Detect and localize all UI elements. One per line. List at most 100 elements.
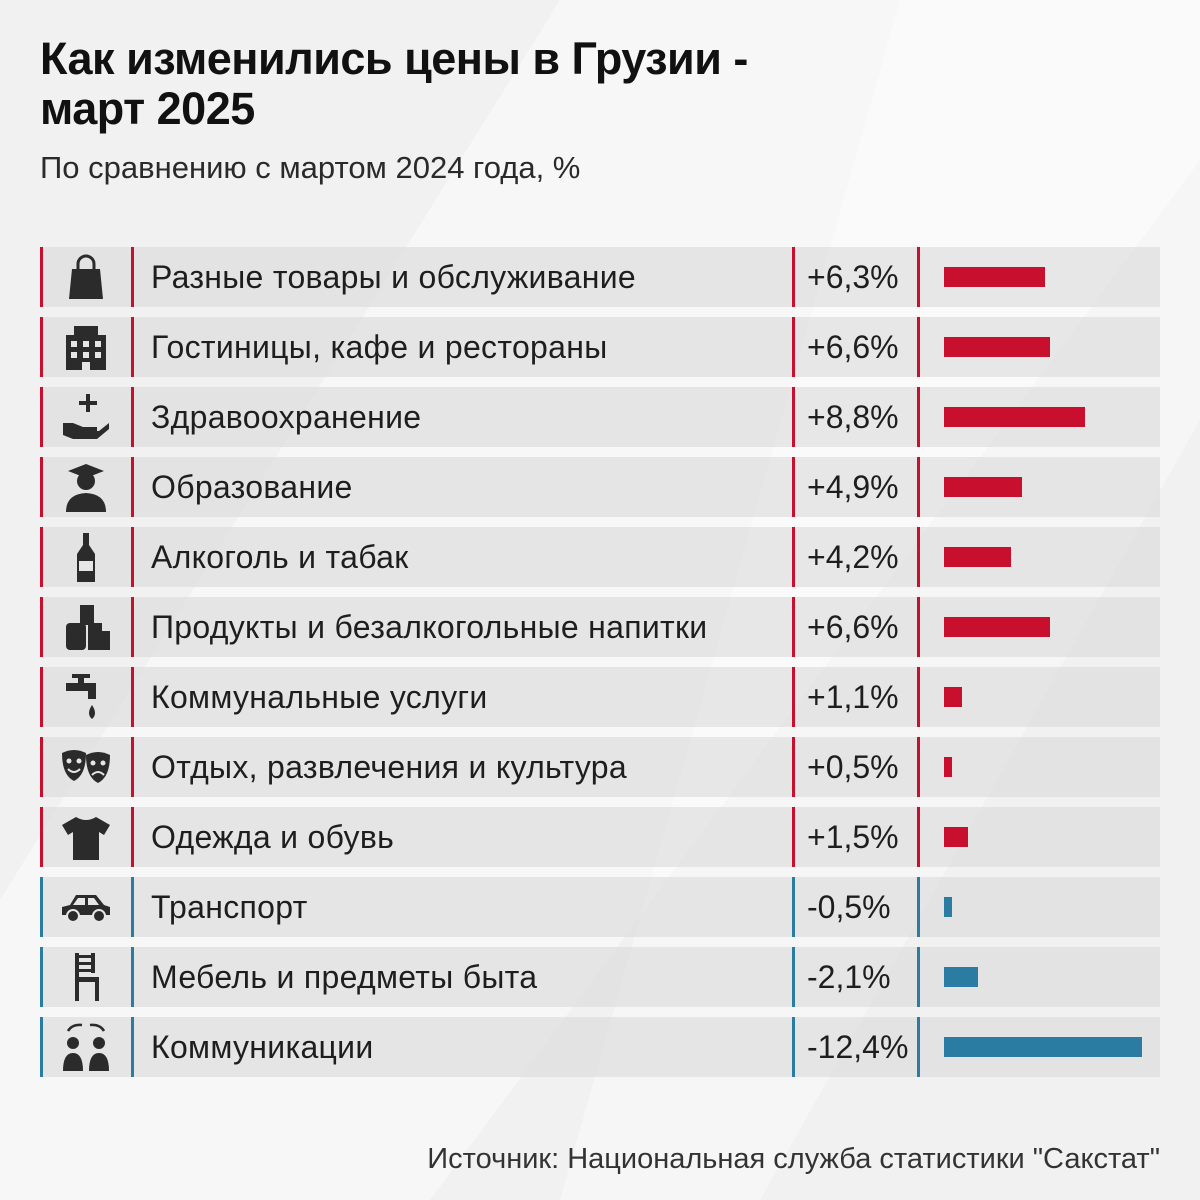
source-note: Источник: Национальная служба статистики…: [427, 1143, 1160, 1175]
bar: [944, 337, 1050, 357]
bar: [944, 897, 952, 917]
row-divider: [131, 877, 134, 937]
row-band: [40, 667, 1160, 727]
bar: [944, 547, 1012, 567]
row-divider: [917, 317, 920, 377]
row-divider: [40, 247, 43, 307]
category-label: Коммунальные услуги: [151, 679, 488, 715]
category-label: Транспорт: [151, 889, 308, 925]
car-icon: [58, 881, 114, 933]
row-divider: [917, 527, 920, 587]
category-label: Продукты и безалкогольные напитки: [151, 609, 708, 645]
chart-row: Отдых, развлечения и культура +0,5%: [40, 737, 1190, 797]
row-divider: [131, 387, 134, 447]
value-label: +1,1%: [807, 679, 899, 715]
chart-row: Коммунальные услуги +1,1%: [40, 667, 1190, 727]
row-divider: [792, 877, 795, 937]
tshirt-icon: [58, 811, 114, 863]
bar: [944, 827, 968, 847]
groceries-icon: [58, 601, 114, 653]
bar: [944, 477, 1023, 497]
row-divider: [917, 387, 920, 447]
bottle-icon: [58, 531, 114, 583]
category-label: Мебель и предметы быта: [151, 959, 538, 995]
row-divider: [131, 737, 134, 797]
row-divider: [131, 667, 134, 727]
category-label: Образование: [151, 469, 353, 505]
category-label: Гостиницы, кафе и рестораны: [151, 329, 608, 365]
row-divider: [40, 317, 43, 377]
value-label: +6,3%: [807, 259, 899, 295]
value-label: +0,5%: [807, 749, 899, 785]
row-divider: [792, 597, 795, 657]
row-divider: [917, 877, 920, 937]
value-label: +8,8%: [807, 399, 899, 435]
chart-row: Одежда и обувь +1,5%: [40, 807, 1190, 867]
chair-icon: [58, 951, 114, 1003]
row-divider: [917, 807, 920, 867]
row-divider: [917, 667, 920, 727]
value-label: +6,6%: [807, 609, 899, 645]
row-divider: [40, 947, 43, 1007]
row-divider: [40, 877, 43, 937]
value-label: +4,9%: [807, 469, 899, 505]
row-divider: [917, 597, 920, 657]
row-divider: [40, 667, 43, 727]
bar: [944, 267, 1045, 287]
row-divider: [792, 457, 795, 517]
value-label: +6,6%: [807, 329, 899, 365]
row-divider: [131, 527, 134, 587]
row-divider: [792, 527, 795, 587]
chart-row: Образование +4,9%: [40, 457, 1190, 517]
row-divider: [792, 247, 795, 307]
row-band: [40, 877, 1160, 937]
row-divider: [792, 1017, 795, 1077]
value-label: +4,2%: [807, 539, 899, 575]
row-divider: [40, 457, 43, 517]
chart-row: Здравоохранение +8,8%: [40, 387, 1190, 447]
category-label: Одежда и обувь: [151, 819, 395, 855]
health-care-icon: [58, 391, 114, 443]
category-label: Коммуникации: [151, 1029, 374, 1065]
bar: [944, 967, 978, 987]
shopping-bag-icon: [58, 251, 114, 303]
chart-row: Продукты и безалкогольные напитки +6,6%: [40, 597, 1190, 657]
value-label: -2,1%: [807, 959, 891, 995]
page-subtitle: По сравнению с мартом 2024 года, %: [40, 150, 581, 185]
bar: [944, 617, 1050, 637]
chart-row: Разные товары и обслуживание +6,3%: [40, 247, 1190, 307]
row-divider: [131, 947, 134, 1007]
row-divider: [131, 317, 134, 377]
graduate-icon: [58, 461, 114, 513]
row-divider: [40, 807, 43, 867]
row-divider: [917, 947, 920, 1007]
row-divider: [792, 667, 795, 727]
value-label: -12,4%: [807, 1029, 909, 1065]
hotel-building-icon: [58, 321, 114, 373]
page-title: Как изменились цены в Грузии - март 2025: [40, 33, 748, 134]
row-divider: [40, 387, 43, 447]
row-divider: [917, 457, 920, 517]
row-divider: [917, 737, 920, 797]
row-divider: [131, 1017, 134, 1077]
row-divider: [131, 457, 134, 517]
row-band: [40, 737, 1160, 797]
row-divider: [792, 737, 795, 797]
chart-row: Алкоголь и табак +4,2%: [40, 527, 1190, 587]
row-divider: [792, 807, 795, 867]
category-label: Алкоголь и табак: [151, 539, 409, 575]
chart-row: Коммуникации -12,4%: [40, 1017, 1190, 1077]
row-divider: [131, 247, 134, 307]
row-divider: [40, 527, 43, 587]
value-label: +1,5%: [807, 819, 899, 855]
chart-row: Мебель и предметы быта -2,1%: [40, 947, 1190, 1007]
people-communication-icon: [58, 1021, 114, 1073]
row-divider: [131, 807, 134, 867]
value-label: -0,5%: [807, 889, 891, 925]
row-divider: [792, 317, 795, 377]
row-divider: [917, 247, 920, 307]
row-divider: [917, 1017, 920, 1077]
row-divider: [792, 387, 795, 447]
chart-row: Гостиницы, кафе и рестораны +6,6%: [40, 317, 1190, 377]
